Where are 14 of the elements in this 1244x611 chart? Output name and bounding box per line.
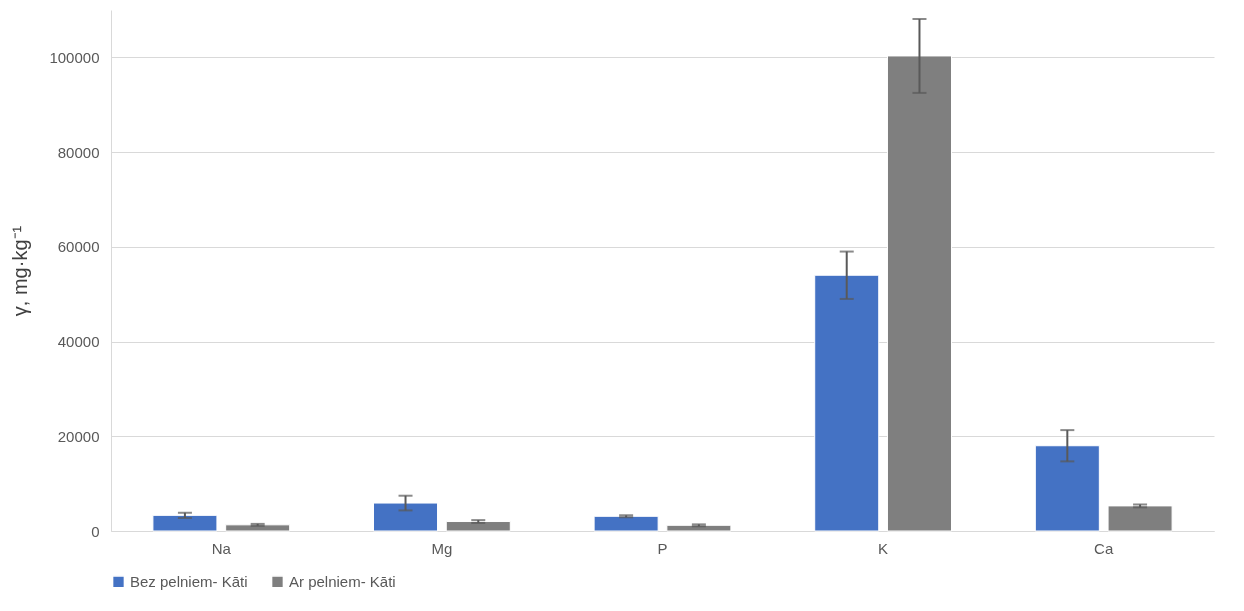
- x-tick-label: K: [878, 539, 889, 557]
- y-tick-label: 100000: [49, 48, 100, 66]
- y-tick-label: 0: [91, 522, 100, 540]
- x-tick-label: P: [657, 539, 668, 557]
- legend-label: Bez pelniem- Kāti: [130, 572, 248, 590]
- y-tick-label: 20000: [57, 427, 100, 445]
- x-tick-label: Na: [211, 539, 232, 557]
- y-axis-title: γ, mg·kg⁻¹: [9, 225, 32, 317]
- y-tick-label: 40000: [57, 333, 100, 351]
- y-tick-label: 80000: [57, 143, 100, 161]
- x-tick-label: Mg: [431, 539, 453, 557]
- x-tick-label: Ca: [1094, 539, 1114, 557]
- legend-label: Ar pelniem- Kāti: [289, 572, 396, 590]
- y-tick-label: 60000: [57, 238, 100, 256]
